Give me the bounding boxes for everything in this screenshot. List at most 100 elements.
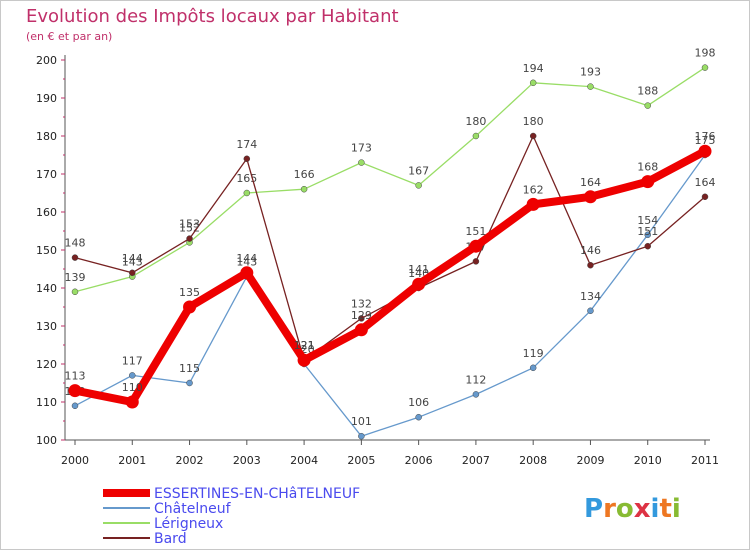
data-point[interactable]: [529, 132, 537, 140]
data-label: 139: [65, 271, 86, 284]
logo-letter: t: [659, 494, 671, 524]
data-point[interactable]: [644, 242, 651, 250]
data-point[interactable]: [587, 307, 594, 315]
logo-letter: i: [651, 494, 660, 524]
data-label: 119: [523, 347, 544, 360]
data-point[interactable]: [641, 175, 655, 189]
data-point[interactable]: [125, 395, 139, 409]
data-point[interactable]: [68, 384, 82, 398]
data-label: 115: [179, 362, 200, 375]
data-point[interactable]: [415, 413, 422, 421]
data-label: 146: [580, 244, 601, 257]
data-label: 144: [236, 252, 257, 265]
x-tick-label: 2007: [462, 454, 490, 467]
data-label: 180: [523, 115, 544, 128]
data-point[interactable]: [240, 266, 254, 280]
data-point[interactable]: [186, 235, 193, 242]
data-point[interactable]: [71, 402, 79, 410]
data-point[interactable]: [415, 182, 422, 189]
data-label: 148: [65, 237, 86, 250]
data-point[interactable]: [71, 254, 79, 261]
data-label: 143: [236, 256, 257, 269]
data-point[interactable]: [186, 379, 193, 387]
data-point[interactable]: [71, 288, 79, 296]
data-point[interactable]: [183, 300, 197, 314]
logo-letter: r: [603, 494, 616, 524]
x-tick-label: 2001: [118, 454, 146, 467]
legend-label-essertines-en-cha-telneuf[interactable]: ESSERTINES-EN-CHâTELNEUF: [154, 486, 360, 502]
data-point[interactable]: [412, 277, 426, 291]
series-essertines-en-cha-telneuf: 113 110 135 144 121 129 141 151 162 164 168 176: [65, 130, 716, 409]
data-point[interactable]: [469, 239, 483, 253]
data-label: 167: [408, 164, 429, 177]
y-tick-label: 150: [36, 244, 57, 257]
y-tick-label: 130: [36, 320, 57, 333]
legend-label-bard[interactable]: Bard: [154, 531, 187, 547]
chart-subtitle: (en € et par an): [26, 30, 112, 43]
data-point[interactable]: [129, 269, 136, 277]
data-point[interactable]: [129, 372, 136, 379]
data-label: 153: [179, 218, 200, 231]
data-point[interactable]: [698, 144, 712, 158]
data-label: 117: [122, 354, 143, 367]
data-point[interactable]: [701, 64, 709, 71]
data-point[interactable]: [701, 193, 709, 201]
y-tick-label: 170: [36, 168, 57, 181]
data-point[interactable]: [587, 261, 594, 269]
x-tick-label: 2005: [347, 454, 375, 467]
data-label: 188: [637, 85, 658, 98]
data-point[interactable]: [644, 231, 651, 239]
chart-title: Evolution des Impôts locaux par Habitant: [26, 6, 399, 27]
data-point[interactable]: [358, 315, 365, 322]
data-point[interactable]: [526, 197, 540, 211]
series-line-le-rigneux: [74, 66, 706, 293]
data-label: 110: [122, 381, 143, 394]
data-point[interactable]: [358, 432, 365, 440]
data-point[interactable]: [583, 190, 597, 204]
data-point[interactable]: [587, 83, 594, 90]
data-label: 154: [637, 214, 658, 227]
data-point[interactable]: [644, 102, 651, 109]
data-label: 164: [695, 176, 716, 189]
data-label: 168: [637, 161, 658, 174]
data-label: 164: [580, 176, 601, 189]
logo-letter: P: [584, 494, 603, 524]
data-point[interactable]: [300, 185, 308, 193]
plot-area: 1091171151431201011061121191341541751391…: [65, 47, 716, 440]
data-point[interactable]: [297, 353, 311, 367]
data-point[interactable]: [529, 79, 537, 87]
data-point[interactable]: [472, 132, 480, 140]
data-label: 144: [122, 252, 143, 265]
data-label: 132: [351, 297, 372, 310]
y-tick-label: 140: [36, 282, 57, 295]
data-label: 121: [294, 339, 315, 352]
y-tick-label: 180: [36, 130, 57, 143]
data-label: 143: [122, 256, 143, 269]
legend-label-cha-telneuf[interactable]: Châtelneuf: [154, 501, 232, 517]
data-label: 166: [294, 168, 315, 181]
data-label: 135: [179, 286, 200, 299]
y-tick-label: 120: [36, 358, 57, 371]
y-tick-label: 160: [36, 206, 57, 219]
legend-label-le-rigneux[interactable]: Lérigneux: [154, 516, 223, 532]
data-point[interactable]: [243, 189, 251, 197]
data-point[interactable]: [243, 155, 251, 163]
data-label: 141: [408, 263, 429, 276]
data-label: 180: [465, 115, 486, 128]
data-point[interactable]: [529, 364, 537, 372]
series-cha-telneuf: 109117115143120101106112119134154175: [65, 134, 716, 440]
data-label: 175: [695, 134, 716, 147]
data-point[interactable]: [472, 391, 480, 398]
y-tick-label: 110: [36, 396, 57, 409]
x-tick-label: 2008: [519, 454, 547, 467]
data-point[interactable]: [354, 323, 368, 337]
data-label: 198: [695, 47, 716, 60]
data-point[interactable]: [472, 258, 480, 265]
series-bard: 148144153174121132140147180146151164: [65, 115, 716, 364]
data-point[interactable]: [358, 159, 365, 166]
x-tick-label: 2000: [61, 454, 89, 467]
data-label: 162: [523, 183, 544, 196]
series-line-bard: [74, 135, 706, 361]
